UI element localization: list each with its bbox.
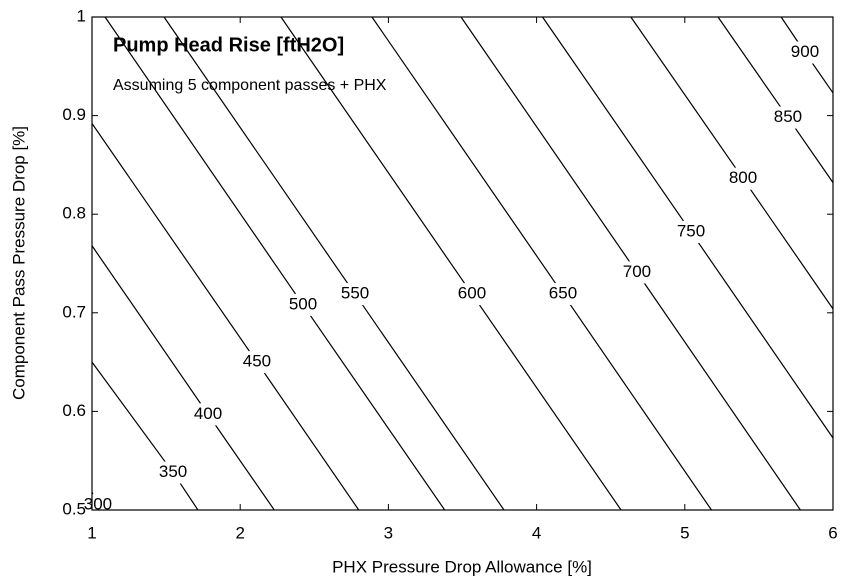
contour-label: 500	[289, 294, 317, 313]
contour-label-bg	[283, 293, 324, 316]
plot-frame	[91, 16, 834, 511]
y-tick-label: 0.7	[62, 302, 86, 321]
y-tick-label: 1	[77, 6, 86, 25]
contour-label: 900	[791, 42, 819, 61]
contour-label: 750	[677, 221, 705, 240]
contour-label: 650	[549, 284, 577, 303]
contour-label: 450	[243, 352, 271, 371]
y-tick-label: 0.9	[62, 105, 86, 124]
chart-title: Pump Head Rise [ftH2O]	[113, 34, 344, 56]
x-tick-label: 4	[532, 523, 541, 542]
y-tick-label: 0.5	[62, 499, 86, 518]
y-tick-label: 0.8	[62, 204, 86, 223]
contour-label-bg	[671, 220, 712, 243]
chart-subtitle: Assuming 5 component passes + PHX	[113, 77, 387, 94]
contour-label: 850	[774, 107, 802, 126]
contour-label: 550	[341, 284, 369, 303]
contour-label-bg	[451, 283, 492, 306]
contour-label-bg	[335, 283, 376, 306]
contour-label: 300	[84, 495, 112, 514]
y-tick-label: 0.6	[62, 401, 86, 420]
contour-label-bg	[236, 351, 277, 374]
contour-label-bg	[723, 167, 764, 190]
contour-label: 600	[458, 284, 486, 303]
x-tick-label: 1	[87, 523, 96, 542]
contour-label-bg	[616, 261, 657, 284]
contour-label-bg	[153, 461, 194, 484]
x-tick-label: 3	[384, 523, 393, 542]
x-tick-label: 6	[828, 523, 837, 542]
x-axis-label: PHX Pressure Drop Allowance [%]	[332, 557, 592, 576]
contour-label: 350	[159, 462, 187, 481]
contour-label: 400	[194, 404, 222, 423]
contour-label-bg	[767, 106, 808, 129]
y-axis-label: Component Pass Pressure Drop [%]	[9, 126, 28, 400]
contour-label: 700	[623, 262, 651, 281]
contour-label-bg	[542, 283, 583, 306]
x-tick-label: 2	[235, 523, 244, 542]
contour-label-bg	[784, 41, 825, 64]
contour-label: 800	[729, 168, 757, 187]
x-tick-label: 5	[680, 523, 689, 542]
contour-label-bg	[188, 403, 229, 426]
